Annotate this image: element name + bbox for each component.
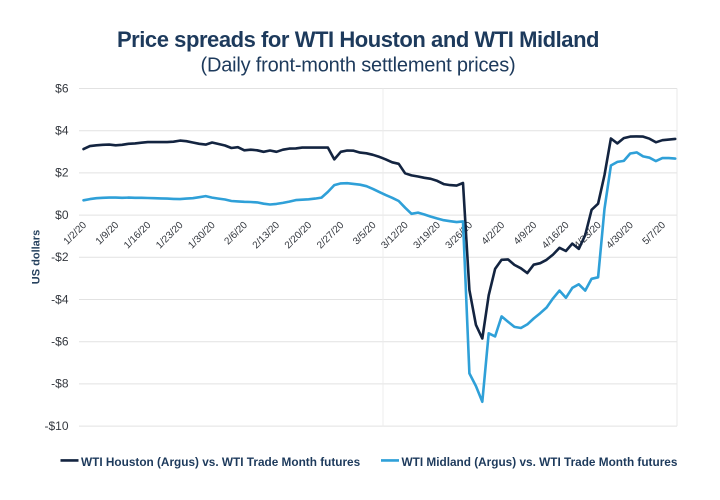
svg-text:Price spreads for WTI Houston: Price spreads for WTI Houston and WTI Mi… — [117, 27, 599, 52]
svg-text:WTI Houston (Argus) vs. WTI Tr: WTI Houston (Argus) vs. WTI Trade Month … — [81, 455, 361, 469]
svg-text:US dollars: US dollars — [31, 230, 43, 284]
svg-text:-$4: -$4 — [51, 292, 69, 306]
svg-text:-$10: -$10 — [44, 419, 68, 433]
svg-text:$0: $0 — [55, 208, 69, 222]
svg-text:$6: $6 — [55, 81, 69, 95]
svg-text:$4: $4 — [55, 124, 69, 138]
svg-text:-$2: -$2 — [51, 250, 69, 264]
svg-text:$2: $2 — [55, 166, 69, 180]
svg-text:(Daily front-month settlement: (Daily front-month settlement prices) — [201, 55, 516, 77]
svg-text:-$6: -$6 — [51, 335, 69, 349]
svg-text:-$8: -$8 — [51, 377, 69, 391]
svg-text:WTI Midland (Argus) vs. WTI Tr: WTI Midland (Argus) vs. WTI Trade Month … — [402, 455, 678, 469]
